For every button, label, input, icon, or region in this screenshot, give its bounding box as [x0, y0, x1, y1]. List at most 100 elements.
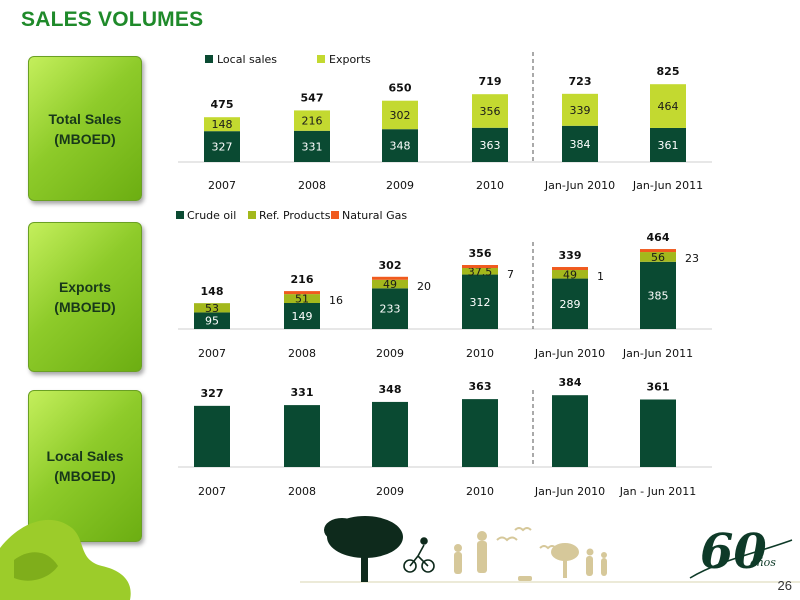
data-label: 302	[390, 109, 411, 122]
x-tick-label: Jan-Jun 2010	[534, 347, 605, 360]
decorative-figure-shade	[14, 552, 58, 581]
x-tick-label: 2008	[288, 347, 316, 360]
data-label: 37.5	[468, 265, 493, 278]
data-label: 339	[570, 104, 591, 117]
total-label: 339	[559, 249, 582, 262]
x-tick-label: 2008	[298, 179, 326, 192]
x-tick-label: Jan-Jun 2011	[632, 179, 703, 192]
bar-segment	[640, 252, 676, 262]
data-label: 356	[480, 105, 501, 118]
legend-swatch	[176, 211, 184, 219]
gas-label: 20	[417, 280, 431, 293]
local-sales-label-box: Local Sales (MBOED)	[28, 390, 142, 542]
value-label: 363	[469, 380, 492, 393]
value-label: 384	[559, 376, 582, 389]
data-label: 53	[205, 302, 219, 315]
bar-segment	[650, 127, 686, 162]
bar-segment	[552, 270, 588, 279]
bar-segment	[552, 267, 588, 271]
x-tick-label: Jan-Jun 2011	[622, 347, 693, 360]
data-label: 385	[648, 289, 669, 302]
data-label: 361	[658, 139, 679, 152]
bar	[194, 405, 230, 467]
value-label: 348	[379, 383, 402, 396]
data-label: 384	[570, 138, 591, 151]
data-label: 464	[658, 100, 679, 113]
data-label: 49	[383, 278, 397, 291]
gas-label: 23	[685, 252, 699, 265]
total-label: 302	[379, 259, 402, 272]
x-tick-label: 2010	[466, 347, 494, 360]
legend-swatch	[248, 211, 256, 219]
bar	[552, 395, 588, 467]
sixty-anniversary-logo: 60 años	[689, 524, 793, 580]
bar-segment	[204, 117, 240, 132]
total-label: 216	[291, 273, 314, 286]
cyclist-icon	[403, 537, 435, 573]
data-label: 56	[651, 251, 665, 264]
bar-segment	[552, 278, 588, 329]
bar-segment	[194, 312, 230, 329]
x-tick-label: 2007	[198, 347, 226, 360]
bar-segment	[372, 279, 408, 289]
data-label: 363	[480, 139, 501, 152]
data-label: 51	[295, 293, 309, 306]
value-label: 361	[647, 380, 670, 393]
x-tick-label: 2009	[376, 485, 404, 498]
x-tick-label: 2009	[376, 347, 404, 360]
x-tick-label: Jan-Jun 2010	[544, 179, 615, 192]
data-label: 216	[302, 115, 323, 128]
x-tick-label: Jan-Jun 2010	[534, 485, 605, 498]
legend-label: Ref. Products	[259, 209, 331, 222]
bar-segment	[294, 130, 330, 162]
total-label: 719	[479, 75, 502, 88]
legend-label: Local sales	[217, 53, 277, 66]
legend-swatch	[331, 211, 339, 219]
legend-swatch	[317, 55, 325, 63]
gas-label: 1	[597, 270, 604, 283]
bar-segment	[294, 110, 330, 131]
x-tick-label: 2010	[466, 485, 494, 498]
small-tree-icon	[551, 543, 579, 578]
total-label: 825	[657, 65, 680, 78]
tree-icon	[324, 516, 403, 582]
gas-label: 7	[507, 268, 514, 281]
bar-segment	[472, 127, 508, 162]
total-label: 464	[647, 231, 670, 244]
total-label: 475	[211, 98, 234, 111]
x-tick-label: 2010	[476, 179, 504, 192]
page-title: SALES VOLUMES	[21, 8, 204, 31]
people-icon	[454, 531, 607, 576]
legend-label: Exports	[329, 53, 371, 66]
total-label: 148	[201, 285, 224, 298]
bar-segment	[650, 84, 686, 128]
data-label: 289	[560, 298, 581, 311]
gas-label: 16	[329, 294, 343, 307]
bar-segment	[204, 131, 240, 162]
total-label: 723	[569, 75, 592, 88]
legend-swatch	[205, 55, 213, 63]
bar	[462, 399, 498, 467]
data-label: 348	[390, 140, 411, 153]
page-number: 26	[777, 578, 792, 593]
data-label: 95	[205, 315, 219, 328]
bar-segment	[640, 249, 676, 253]
bar-segment	[194, 303, 230, 313]
bar-segment	[562, 125, 598, 162]
data-label: 149	[292, 310, 313, 323]
x-tick-label: 2007	[198, 485, 226, 498]
bar	[372, 401, 408, 467]
total-label: 547	[301, 91, 324, 104]
data-label: 312	[470, 296, 491, 309]
bar-segment	[472, 94, 508, 128]
birds-icon	[496, 527, 557, 550]
dog-icon	[518, 576, 532, 581]
exports-label-box: Exports (MBOED)	[28, 222, 142, 372]
x-tick-label: 2009	[386, 179, 414, 192]
x-tick-label: 2007	[208, 179, 236, 192]
data-label: 233	[380, 303, 401, 316]
bar-segment	[284, 302, 320, 329]
